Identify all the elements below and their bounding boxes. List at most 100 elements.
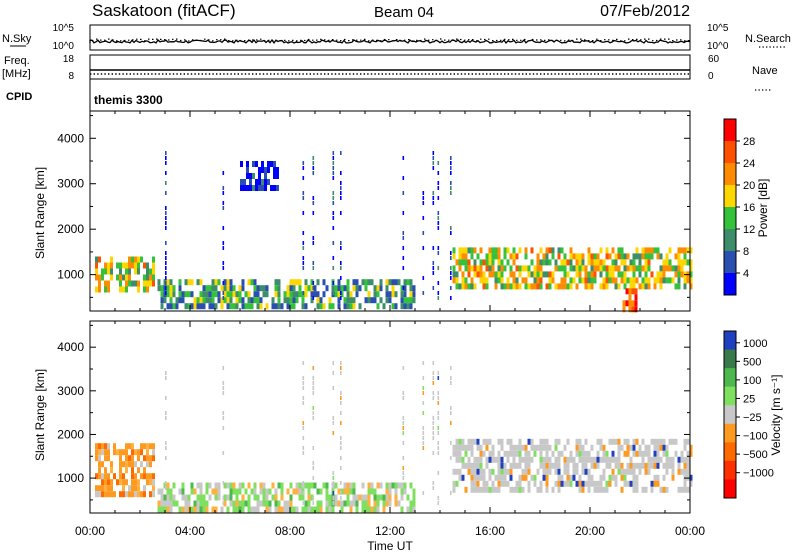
data-cell xyxy=(346,488,350,495)
data-cell xyxy=(455,468,459,475)
data-cell xyxy=(104,280,107,287)
data-cell xyxy=(539,486,543,493)
data-cell xyxy=(686,438,690,445)
data-cell xyxy=(566,271,570,278)
data-cell xyxy=(614,277,618,284)
data-streak xyxy=(432,266,435,270)
data-cell xyxy=(533,283,537,290)
data-cell xyxy=(261,167,264,173)
data-streak xyxy=(222,171,225,175)
data-cell xyxy=(566,438,570,445)
data-cell xyxy=(355,506,359,513)
data-streak xyxy=(422,231,425,235)
data-cell xyxy=(143,443,146,450)
data-cell xyxy=(455,438,459,445)
data-cell xyxy=(184,303,188,310)
data-cell xyxy=(671,468,675,475)
data-cell xyxy=(214,291,218,298)
data-cell xyxy=(524,283,528,290)
data-cell xyxy=(644,259,648,266)
data-streak xyxy=(340,171,342,175)
data-cell xyxy=(680,456,684,463)
data-cell xyxy=(650,438,654,445)
data-cell xyxy=(262,291,266,298)
data-cell xyxy=(319,488,323,495)
data-cell xyxy=(602,486,606,493)
data-cell xyxy=(623,259,627,266)
data-streak xyxy=(222,381,225,385)
data-cell xyxy=(500,468,504,475)
data-cell xyxy=(548,259,552,266)
data-cell xyxy=(680,468,684,475)
data-cell xyxy=(107,491,110,498)
data-cell xyxy=(349,482,353,489)
data-cell xyxy=(467,438,471,445)
data-cell xyxy=(149,455,152,462)
data-cell xyxy=(635,265,639,272)
data-cell xyxy=(270,185,273,191)
data-cell xyxy=(253,291,257,298)
data-cell xyxy=(277,303,281,310)
data-cell xyxy=(554,444,558,451)
data-cell xyxy=(581,480,585,487)
data-cell xyxy=(190,279,194,286)
data-cell xyxy=(140,256,143,263)
data-cell xyxy=(632,265,636,272)
data-cell xyxy=(599,265,603,272)
data-cell xyxy=(134,461,137,468)
data-cell xyxy=(542,253,546,260)
data-cell xyxy=(289,285,293,292)
data-cell xyxy=(137,268,140,275)
data-cell xyxy=(671,277,675,284)
data-cell xyxy=(373,285,377,292)
data-cell xyxy=(361,506,365,513)
data-cell xyxy=(521,474,525,481)
data-cell xyxy=(485,444,489,451)
data-cell xyxy=(515,462,519,469)
data-cell xyxy=(343,500,347,507)
data-cell xyxy=(470,277,474,284)
data-cell xyxy=(98,274,101,281)
data-cell xyxy=(214,494,218,501)
data-cell xyxy=(590,277,594,284)
data-cell xyxy=(310,285,314,292)
data-cell xyxy=(397,279,401,286)
data-cell xyxy=(149,274,152,281)
data-cell xyxy=(157,279,161,286)
data-cell xyxy=(394,303,398,310)
data-cell xyxy=(316,506,320,513)
data-streak xyxy=(450,266,452,270)
data-cell xyxy=(461,247,465,254)
data-cell xyxy=(506,438,510,445)
data-streak xyxy=(432,201,435,205)
data-cell xyxy=(193,506,197,513)
data-cell xyxy=(157,285,161,292)
data-cell xyxy=(122,286,125,293)
data-cell xyxy=(482,468,486,475)
data-cell xyxy=(473,283,477,290)
data-streak xyxy=(432,361,435,365)
data-cell xyxy=(238,291,242,298)
data-cell xyxy=(244,488,248,495)
data-cell xyxy=(638,468,642,475)
data-cell xyxy=(620,247,624,254)
data-cell xyxy=(590,283,594,290)
data-cell xyxy=(485,456,489,463)
data-streak xyxy=(450,381,452,385)
data-cell xyxy=(246,185,249,191)
data-cell xyxy=(479,486,483,493)
data-cell xyxy=(668,259,672,266)
data-cell xyxy=(240,179,243,185)
data-cell xyxy=(370,488,374,495)
data-cell xyxy=(283,291,287,298)
data-cell xyxy=(452,444,456,451)
data-cell xyxy=(485,480,489,487)
data-cell xyxy=(160,506,164,513)
data-cell xyxy=(352,488,356,495)
data-cell xyxy=(385,494,389,501)
data-cell xyxy=(488,271,492,278)
colorbar-segment xyxy=(724,163,736,186)
data-cell xyxy=(452,271,456,278)
data-cell xyxy=(252,161,255,167)
